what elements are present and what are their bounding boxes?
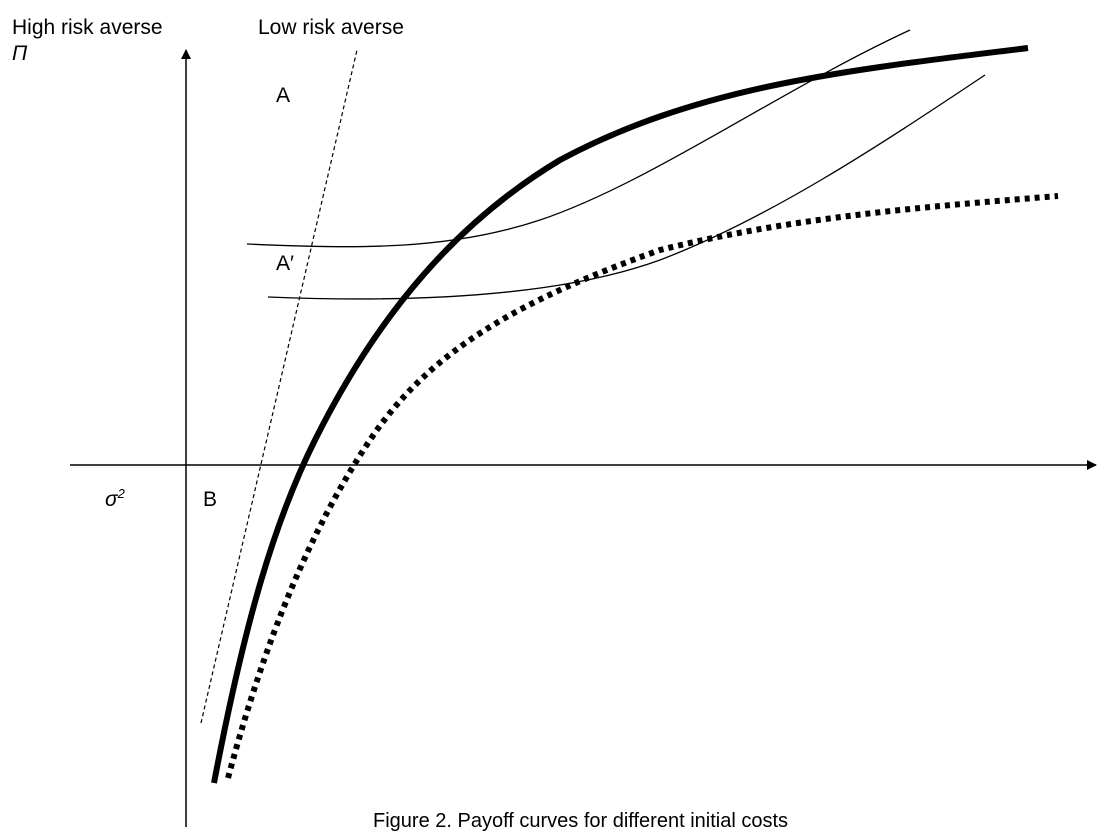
payoff-curve-dotted xyxy=(228,196,1058,778)
point-b-label: B xyxy=(203,489,217,510)
sigma-exponent: 2 xyxy=(118,486,125,501)
point-a-label: A xyxy=(276,85,290,106)
high-risk-averse-label: High risk averse xyxy=(12,17,163,38)
low-risk-averse-label: Low risk averse xyxy=(258,17,404,38)
point-a-prime-label: A′ xyxy=(276,253,294,274)
payoff-curve-solid xyxy=(214,48,1028,783)
indifference-curve-upper xyxy=(247,30,910,247)
sigma-squared-label: σ2 xyxy=(105,489,125,510)
pi-axis-label: Π xyxy=(12,43,27,64)
sigma-base: σ xyxy=(105,488,118,511)
figure-caption: Figure 2. Payoff curves for different in… xyxy=(373,811,788,831)
